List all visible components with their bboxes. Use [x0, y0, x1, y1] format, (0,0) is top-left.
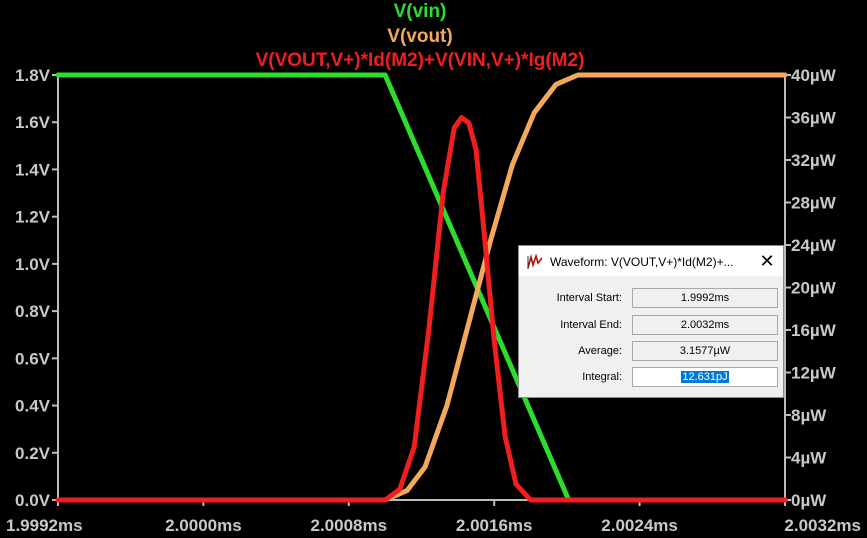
- x-tick-label: 2.0000ms: [165, 516, 242, 535]
- close-icon[interactable]: ✕: [759, 251, 775, 271]
- y-right-tick-label: 36µW: [791, 109, 837, 128]
- y-right-tick-label: 8µW: [791, 406, 827, 425]
- trace-title-vout[interactable]: V(vout): [387, 26, 453, 47]
- integral-label: Integral:: [582, 371, 622, 383]
- y-right-tick-label: 40µW: [791, 66, 837, 85]
- interval-start-label: Interval Start:: [556, 292, 622, 304]
- y-left-tick-label: 0.8V: [15, 302, 51, 321]
- y-right-tick-label: 24µW: [791, 236, 837, 255]
- y-right-tick-label: 0µW: [791, 491, 827, 510]
- trace-power: [55, 115, 788, 503]
- integral-value-selected: 12.631pJ: [681, 371, 729, 383]
- y-left-tick-label: 1.4V: [15, 160, 51, 179]
- y-left-tick-label: 1.0V: [15, 255, 51, 274]
- x-tick-label: 1.9992ms: [6, 516, 83, 535]
- y-left-tick-label: 1.8V: [15, 66, 51, 85]
- interval-end-field[interactable]: [632, 315, 778, 335]
- y-left-tick-label: 1.6V: [15, 113, 51, 132]
- x-tick-label: 2.0008ms: [311, 516, 388, 535]
- y-left-tick-label: 1.2V: [15, 208, 51, 227]
- average-label: Average:: [578, 345, 622, 357]
- tick-labels: 1.8V 1.6V 1.4V 1.2V 1.0V 0.8V 0.6V 0.4V 0.2V 0.0V…: [6, 66, 861, 535]
- integral-field[interactable]: 12.631pJ: [632, 367, 778, 387]
- trace-vout: [55, 72, 788, 503]
- y-right-tick-label: 28µW: [791, 194, 837, 213]
- average-field[interactable]: [632, 341, 778, 361]
- trace-lines: [55, 72, 788, 503]
- y-left-tick-label: 0.2V: [15, 444, 51, 463]
- trace-title-vin[interactable]: V(vin): [393, 1, 447, 22]
- y-right-tick-label: 20µW: [791, 279, 837, 298]
- interval-start-row: Interval Start:: [519, 287, 783, 309]
- dialog-title: Waveform: V(VOUT,V+)*Id(M2)+...: [550, 255, 734, 269]
- average-row: Average:: [519, 340, 783, 362]
- y-left-tick-label: 0.4V: [15, 397, 51, 416]
- x-tick-label: 2.0024ms: [601, 516, 678, 535]
- y-right-tick-label: 12µW: [791, 364, 837, 383]
- interval-end-label: Interval End:: [560, 319, 622, 331]
- y-right-tick-label: 4µW: [791, 449, 827, 468]
- y-right-tick-label: 32µW: [791, 151, 837, 170]
- y-right-tick-label: 16µW: [791, 321, 837, 340]
- dialog-titlebar[interactable]: Waveform: V(VOUT,V+)*Id(M2)+... ✕: [519, 246, 783, 276]
- y-left-tick-label: 0.0V: [15, 491, 51, 510]
- waveform-icon: [527, 254, 543, 269]
- x-tick-label: 2.0032ms: [784, 516, 861, 535]
- integral-row: Integral: 12.631pJ: [519, 366, 783, 388]
- waveform-measure-dialog[interactable]: Waveform: V(VOUT,V+)*Id(M2)+... ✕ Interv…: [518, 245, 784, 398]
- x-tick-label: 2.0016ms: [456, 516, 533, 535]
- interval-end-row: Interval End:: [519, 314, 783, 336]
- y-left-tick-label: 0.6V: [15, 349, 51, 368]
- interval-start-field[interactable]: [632, 288, 778, 308]
- trace-title-power[interactable]: V(VOUT,V+)*Id(M2)+V(VIN,V+)*Ig(M2): [255, 50, 585, 71]
